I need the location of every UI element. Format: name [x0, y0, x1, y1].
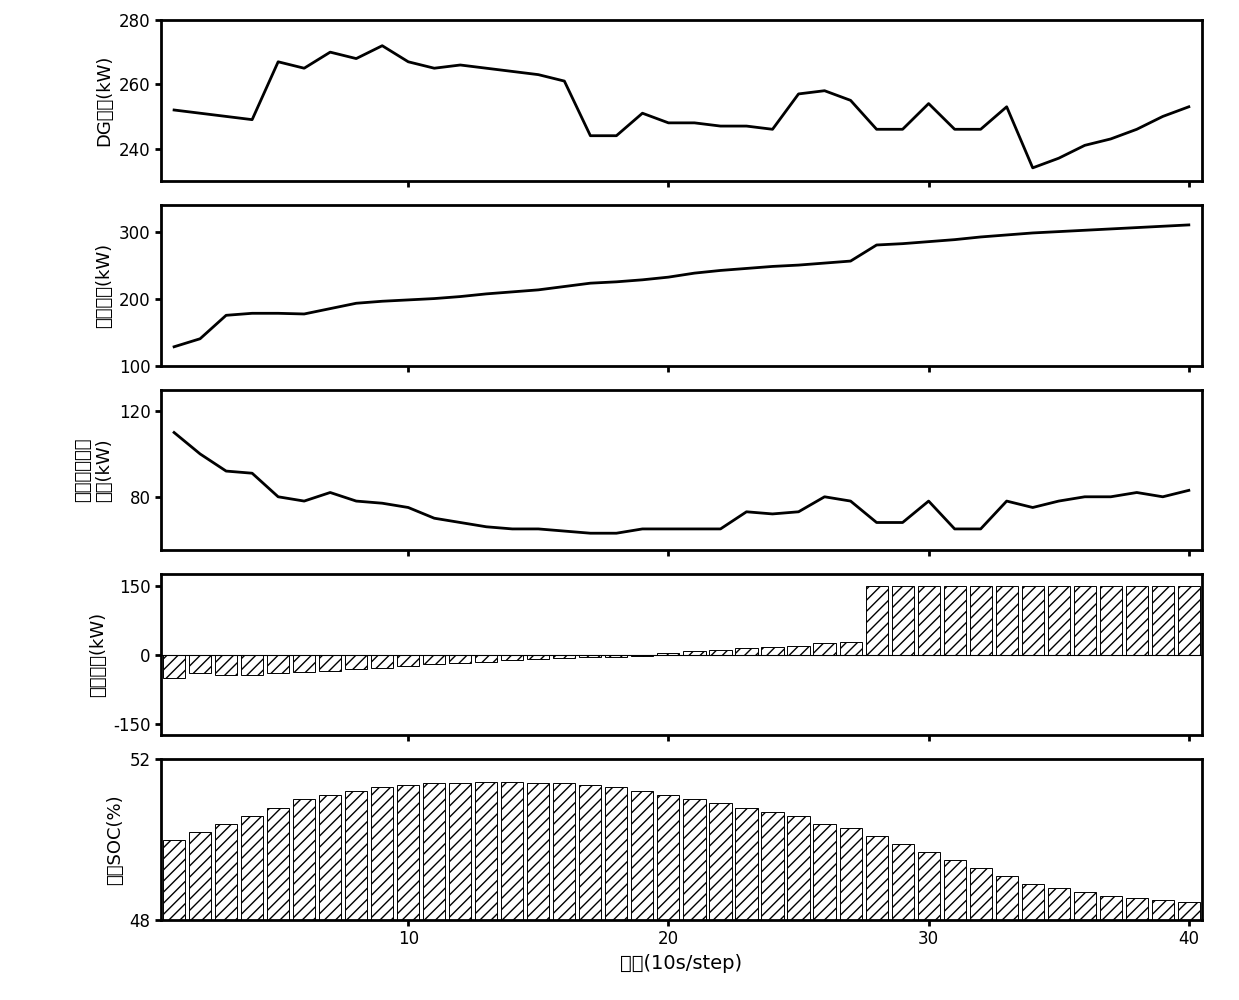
- Bar: [1074, 586, 1095, 655]
- Y-axis label: 负荷出力(kW): 负荷出力(kW): [95, 243, 114, 328]
- Bar: [840, 642, 861, 655]
- Bar: [606, 787, 627, 920]
- Bar: [528, 655, 549, 659]
- Bar: [320, 655, 341, 671]
- Bar: [866, 836, 887, 920]
- Bar: [866, 586, 887, 655]
- Bar: [892, 844, 913, 920]
- Bar: [710, 803, 731, 920]
- Bar: [970, 868, 991, 920]
- Bar: [476, 655, 497, 662]
- Bar: [1126, 586, 1147, 655]
- Bar: [996, 876, 1017, 920]
- Bar: [814, 824, 835, 920]
- Bar: [346, 655, 367, 669]
- Bar: [346, 791, 367, 920]
- Y-axis label: 储能出力(kW): 储能出力(kW): [89, 612, 108, 697]
- Bar: [944, 860, 965, 920]
- Bar: [1100, 586, 1121, 655]
- Bar: [450, 783, 471, 920]
- Bar: [424, 783, 445, 920]
- Bar: [892, 586, 913, 655]
- Bar: [1048, 888, 1069, 920]
- Bar: [684, 651, 705, 655]
- Bar: [164, 840, 185, 920]
- Bar: [944, 586, 965, 655]
- Bar: [242, 655, 263, 675]
- Bar: [398, 655, 419, 666]
- Bar: [1126, 898, 1147, 920]
- Bar: [788, 646, 809, 655]
- Bar: [580, 785, 601, 920]
- Bar: [580, 655, 601, 657]
- Bar: [658, 795, 679, 920]
- Bar: [294, 799, 315, 920]
- Bar: [606, 655, 627, 657]
- Bar: [1074, 892, 1095, 920]
- Bar: [190, 832, 211, 920]
- Bar: [268, 655, 289, 673]
- Bar: [684, 799, 705, 920]
- Bar: [554, 655, 575, 658]
- Y-axis label: 储能SOC(%): 储能SOC(%): [107, 794, 124, 885]
- Bar: [1178, 902, 1199, 920]
- Bar: [632, 791, 653, 920]
- Bar: [840, 828, 861, 920]
- Bar: [736, 808, 757, 920]
- Bar: [268, 808, 289, 920]
- Bar: [164, 655, 185, 678]
- Bar: [1152, 900, 1173, 920]
- X-axis label: 时步(10s/step): 时步(10s/step): [621, 954, 742, 973]
- Bar: [814, 643, 835, 655]
- Bar: [502, 655, 523, 660]
- Bar: [476, 782, 497, 920]
- Bar: [1152, 586, 1173, 655]
- Bar: [710, 650, 731, 655]
- Bar: [502, 782, 523, 920]
- Bar: [762, 647, 783, 655]
- Bar: [372, 787, 393, 920]
- Y-axis label: 微型燃气轮机
出力(kW): 微型燃气轮机 出力(kW): [74, 438, 113, 502]
- Bar: [528, 783, 549, 920]
- Bar: [918, 852, 939, 920]
- Bar: [190, 655, 211, 673]
- Bar: [242, 816, 263, 920]
- Bar: [450, 655, 471, 663]
- Bar: [736, 648, 757, 655]
- Y-axis label: DG出力(kW): DG出力(kW): [95, 55, 114, 146]
- Bar: [632, 655, 653, 656]
- Bar: [320, 795, 341, 920]
- Bar: [216, 824, 237, 920]
- Bar: [1022, 586, 1043, 655]
- Bar: [424, 655, 445, 664]
- Bar: [658, 653, 679, 655]
- Bar: [372, 655, 393, 668]
- Bar: [216, 655, 237, 675]
- Bar: [1048, 586, 1069, 655]
- Bar: [762, 812, 783, 920]
- Bar: [398, 785, 419, 920]
- Bar: [970, 586, 991, 655]
- Bar: [554, 783, 575, 920]
- Bar: [1100, 896, 1121, 920]
- Bar: [788, 816, 809, 920]
- Bar: [294, 655, 315, 672]
- Bar: [918, 586, 939, 655]
- Bar: [996, 586, 1017, 655]
- Bar: [1022, 884, 1043, 920]
- Bar: [1178, 586, 1199, 655]
